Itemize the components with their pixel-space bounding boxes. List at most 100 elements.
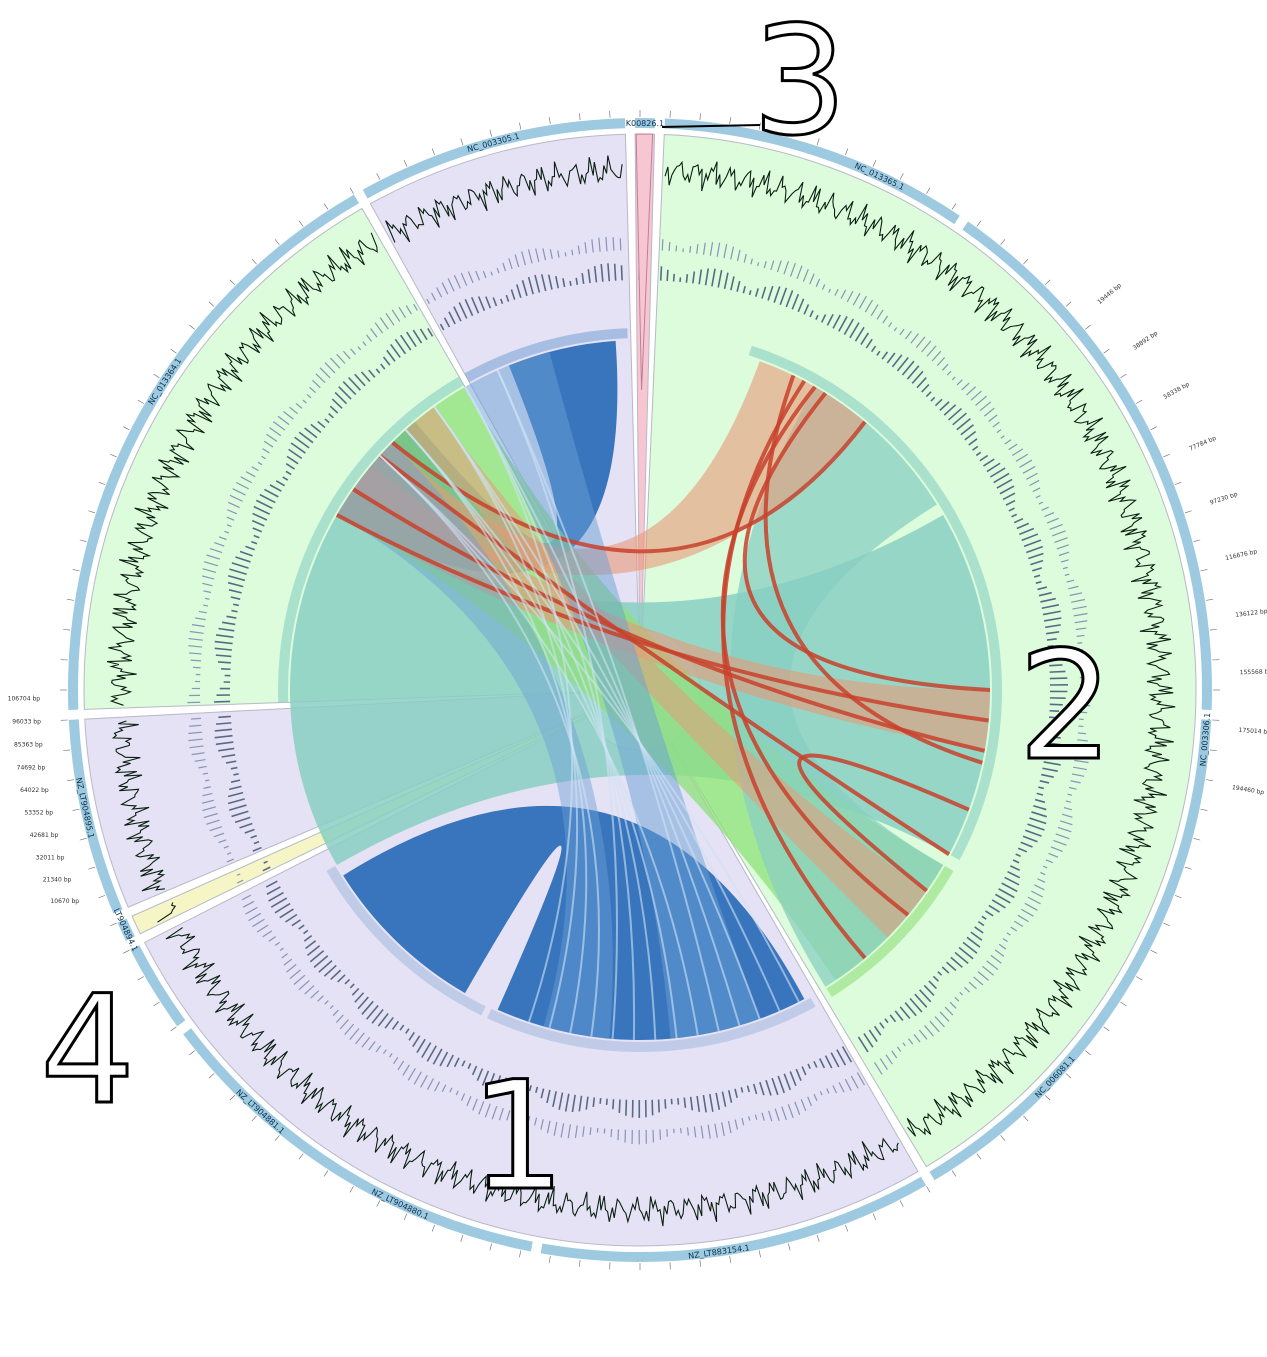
gene-bar bbox=[460, 272, 468, 286]
gene-bar bbox=[344, 1023, 355, 1035]
gene-bar bbox=[988, 414, 998, 423]
gene-bar bbox=[1025, 829, 1042, 837]
contig-label: K00826.1 bbox=[626, 119, 664, 128]
gene-bar bbox=[226, 509, 238, 515]
tick-label: 85363 bp bbox=[14, 741, 43, 748]
gene-bar bbox=[419, 328, 428, 341]
gene-bar bbox=[555, 275, 560, 289]
gene-bar bbox=[357, 996, 369, 1010]
gene-bar bbox=[221, 621, 236, 626]
gene-bar bbox=[224, 530, 230, 534]
gene-bar bbox=[1002, 938, 1008, 943]
gene-bar bbox=[714, 1123, 718, 1138]
gene-bar bbox=[1074, 759, 1089, 764]
tick-mark bbox=[926, 187, 931, 194]
tick-mark bbox=[110, 453, 117, 458]
tick-label: 155568 bp bbox=[1240, 668, 1267, 676]
tick-mark bbox=[88, 510, 96, 514]
gene-bar bbox=[391, 309, 401, 322]
gene-bar bbox=[844, 1078, 852, 1091]
gene-bar bbox=[841, 1046, 853, 1063]
gene-bar bbox=[797, 298, 805, 313]
gene-bar bbox=[998, 888, 1015, 899]
gene-bar bbox=[521, 1083, 526, 1094]
gene-bar bbox=[277, 415, 290, 426]
gene-bar bbox=[1051, 530, 1066, 537]
gene-bar bbox=[943, 404, 957, 416]
tick-mark bbox=[1193, 838, 1201, 841]
gene-bar bbox=[189, 652, 202, 655]
ideogram-segment bbox=[962, 221, 1213, 710]
gene-bar bbox=[879, 1058, 888, 1070]
gene-bar bbox=[1013, 517, 1024, 524]
gene-bar bbox=[1069, 592, 1083, 597]
ideogram-segment bbox=[362, 118, 626, 199]
gene-bar bbox=[564, 1093, 570, 1112]
gene-bar bbox=[478, 1101, 485, 1115]
tick-mark bbox=[872, 160, 877, 167]
gene-bar bbox=[1075, 752, 1090, 757]
tick-mark bbox=[63, 749, 71, 751]
gene-bar bbox=[215, 634, 234, 638]
gene-bar bbox=[214, 640, 233, 645]
gene-bar bbox=[1021, 908, 1034, 917]
gene-bar bbox=[1063, 807, 1073, 811]
gene-bar bbox=[796, 265, 803, 280]
gene-bar bbox=[931, 350, 942, 362]
tick-mark bbox=[1136, 976, 1143, 981]
tick-mark bbox=[208, 1073, 215, 1079]
gene-bar bbox=[237, 879, 244, 884]
gene-bar bbox=[453, 1057, 460, 1068]
gene-bar bbox=[466, 1095, 472, 1107]
gene-bar bbox=[776, 260, 782, 273]
gene-bar bbox=[202, 568, 217, 573]
gene-bar bbox=[1035, 495, 1041, 499]
gene-bar bbox=[439, 1051, 449, 1067]
gene-bar bbox=[204, 597, 210, 600]
tick-mark bbox=[431, 148, 435, 156]
gene-bar bbox=[329, 405, 339, 414]
gene-bar bbox=[1048, 722, 1055, 725]
gene-bar bbox=[973, 976, 984, 986]
gene-bar bbox=[1077, 739, 1088, 742]
tick-mark bbox=[110, 922, 117, 927]
gene-bar bbox=[1074, 620, 1088, 624]
gene-bar bbox=[264, 488, 279, 498]
gene-bar bbox=[865, 338, 873, 349]
gene-bar bbox=[250, 834, 258, 839]
tick-mark bbox=[189, 324, 195, 330]
gene-bar bbox=[470, 297, 480, 314]
gene-bar bbox=[446, 1054, 454, 1068]
gene-bar bbox=[950, 956, 963, 968]
gene-bar bbox=[291, 919, 301, 927]
gene-bar bbox=[854, 326, 865, 342]
synteny-strand bbox=[464, 386, 573, 1023]
tick-mark bbox=[376, 1200, 381, 1207]
gene-bar bbox=[696, 244, 699, 254]
gene-bar bbox=[194, 758, 206, 762]
gene-bar bbox=[589, 1127, 592, 1135]
gene-bar bbox=[881, 351, 889, 360]
gene-bar bbox=[245, 471, 256, 478]
gene-bar bbox=[476, 1068, 484, 1081]
gene-bar bbox=[857, 1036, 869, 1053]
gene-bar bbox=[891, 354, 903, 368]
gene-bar bbox=[988, 904, 1000, 913]
gene-bar bbox=[1032, 487, 1041, 493]
gene-bar bbox=[1022, 465, 1036, 474]
gene-bar bbox=[1062, 566, 1068, 570]
gene-bar bbox=[226, 524, 232, 528]
gene-bar bbox=[239, 550, 253, 557]
synteny-arc bbox=[352, 487, 986, 753]
gene-bar bbox=[1046, 638, 1057, 641]
gene-bar bbox=[382, 356, 391, 366]
gene-bar bbox=[909, 997, 923, 1013]
gene-bar bbox=[926, 345, 937, 357]
gene-bar bbox=[380, 363, 386, 370]
gene-bar bbox=[581, 273, 585, 285]
gene-bar bbox=[1056, 544, 1070, 550]
gene-bar bbox=[342, 381, 357, 396]
gene-bar bbox=[231, 810, 249, 818]
gene-bar bbox=[1059, 820, 1073, 826]
gene-bar bbox=[257, 461, 263, 466]
